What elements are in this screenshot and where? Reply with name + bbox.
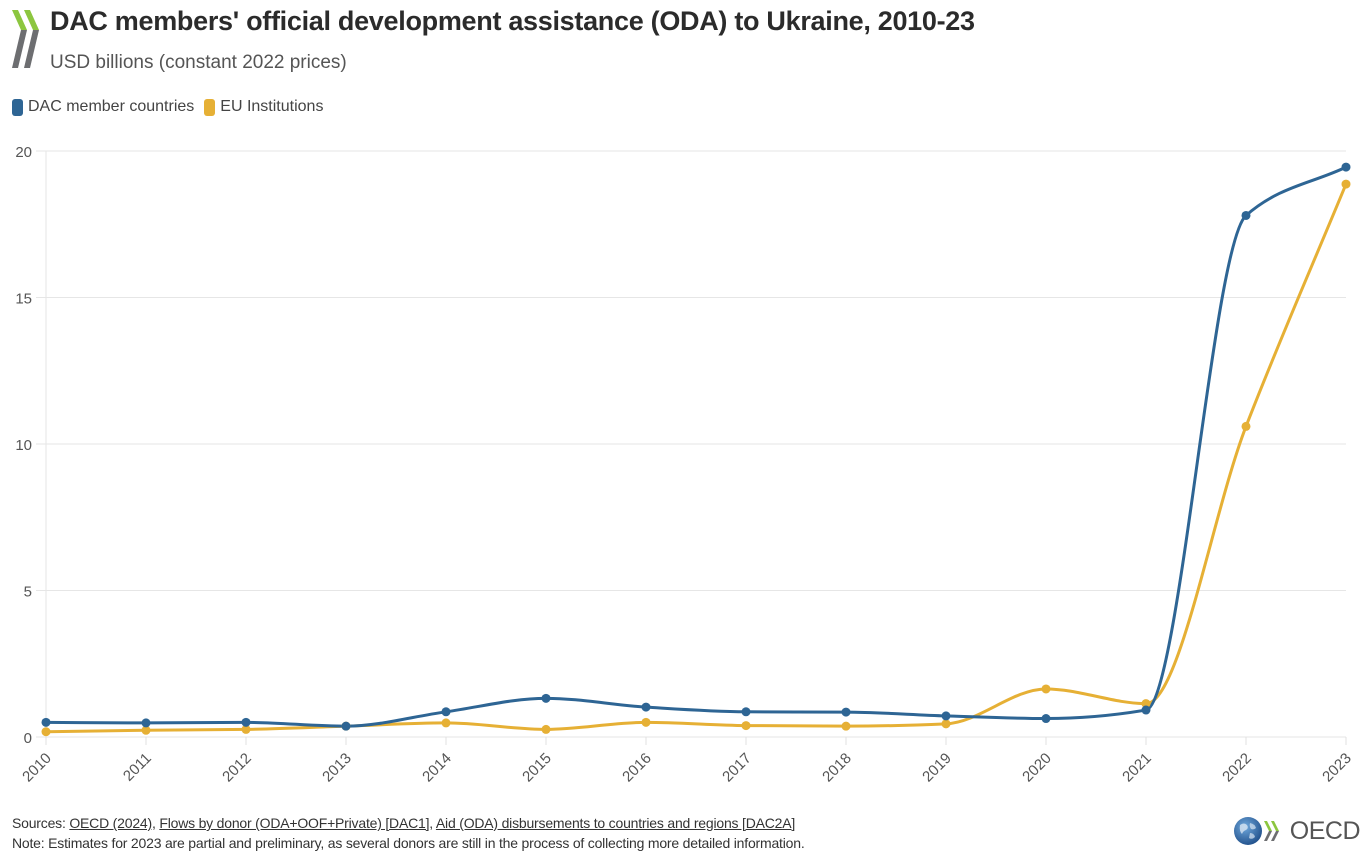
separator: , (429, 815, 436, 831)
data-point-dac-member-countries[interactable] (441, 707, 451, 717)
x-tick-label: 2022 (1219, 750, 1255, 786)
legend-swatch-eu (204, 98, 216, 116)
separator: , (151, 815, 160, 831)
x-tick-label: 2019 (919, 750, 955, 786)
data-point-dac-member-countries[interactable] (541, 693, 551, 703)
legend-item-eu[interactable]: EU Institutions (204, 98, 323, 116)
data-point-eu-institutions[interactable] (1141, 699, 1151, 709)
data-point-dac-member-countries[interactable] (341, 721, 351, 731)
data-point-dac-member-countries[interactable] (841, 707, 851, 717)
y-tick-label: 10 (15, 437, 32, 454)
y-tick-label: 20 (15, 144, 32, 161)
data-point-dac-member-countries[interactable] (241, 717, 251, 727)
oecd-chevron-logo-icon (12, 10, 39, 68)
legend-swatch-dac (12, 98, 23, 116)
sources-line: Sources: OECD (2024), Flows by donor (OD… (12, 813, 805, 833)
oecd-logo: OECD (1232, 815, 1361, 847)
source-link-oecd[interactable]: OECD (2024) (69, 815, 152, 831)
chart-subtitle: USD billions (constant 2022 prices) (50, 52, 347, 73)
x-tick-label: 2015 (519, 750, 555, 786)
y-tick-label: 15 (15, 291, 32, 308)
data-point-dac-member-countries[interactable] (1341, 162, 1351, 172)
x-tick-label: 2020 (1019, 750, 1055, 786)
legend-label-eu: EU Institutions (220, 98, 324, 115)
data-point-eu-institutions[interactable] (541, 724, 551, 734)
y-tick-label: 0 (24, 730, 32, 747)
x-tick-label: 2013 (319, 750, 355, 786)
data-point-dac-member-countries[interactable] (1241, 210, 1251, 220)
oecd-globe-icon (1233, 817, 1279, 845)
chart-title: DAC members' official development assist… (50, 6, 975, 36)
gridlines (36, 150, 1346, 743)
data-point-eu-institutions[interactable] (841, 721, 851, 731)
data-point-eu-institutions[interactable] (741, 721, 751, 731)
data-point-dac-member-countries[interactable] (941, 711, 951, 721)
x-axis: 2010 2011 2012 2013 2014 2015 2016 2017 2018 2019… (19, 737, 1355, 785)
x-tick-label: 2021 (1119, 750, 1155, 786)
data-point-eu-institutions[interactable] (1241, 421, 1251, 431)
x-tick-label: 2011 (120, 750, 155, 785)
legend-label-dac: DAC member countries (28, 98, 195, 115)
data-point-eu-institutions[interactable] (441, 718, 451, 728)
data-point-eu-institutions[interactable] (641, 717, 651, 727)
source-link-dac2a[interactable]: Aid (ODA) disbursements to countries and… (435, 815, 796, 831)
data-point-dac-member-countries[interactable] (141, 718, 151, 728)
y-axis: 0 5 10 15 20 (15, 144, 32, 747)
data-point-dac-member-countries[interactable] (1141, 705, 1151, 715)
y-tick-label: 5 (24, 584, 32, 601)
x-tick-label: 2023 (1319, 750, 1355, 786)
series-points (41, 162, 1351, 737)
data-point-eu-institutions[interactable] (241, 724, 251, 734)
legend-item-dac[interactable]: DAC member countries (12, 98, 194, 116)
series-lines (44, 165, 1348, 734)
data-point-dac-member-countries[interactable] (1041, 714, 1051, 724)
data-point-eu-institutions[interactable] (1041, 684, 1051, 694)
note-line: Note: Estimates for 2023 are partial and… (12, 835, 805, 851)
data-point-dac-member-countries[interactable] (41, 717, 51, 727)
legend: DAC member countries EU Institutions (12, 98, 333, 116)
x-tick-label: 2012 (219, 750, 255, 786)
data-point-eu-institutions[interactable] (1341, 179, 1351, 189)
data-point-eu-institutions[interactable] (941, 719, 951, 729)
x-tick-label: 2018 (819, 750, 855, 786)
data-point-eu-institutions[interactable] (41, 727, 51, 737)
series-line-eu-institutions (44, 182, 1348, 734)
x-tick-label: 2017 (719, 750, 755, 786)
source-link-dac1[interactable]: Flows by donor (ODA+OOF+Private) [DAC1] (159, 815, 430, 831)
x-tick-label: 2014 (419, 750, 455, 786)
footer: Sources: OECD (2024), Flows by donor (OD… (12, 813, 805, 853)
data-point-dac-member-countries[interactable] (741, 707, 751, 717)
data-point-dac-member-countries[interactable] (641, 702, 651, 712)
oecd-wordmark: OECD (1289, 816, 1361, 845)
series-line-dac-member-countries (44, 165, 1348, 728)
sources-prefix: Sources: (12, 815, 70, 831)
x-tick-label: 2010 (19, 750, 55, 786)
data-point-eu-institutions[interactable] (141, 725, 151, 735)
x-tick-label: 2016 (619, 750, 655, 786)
